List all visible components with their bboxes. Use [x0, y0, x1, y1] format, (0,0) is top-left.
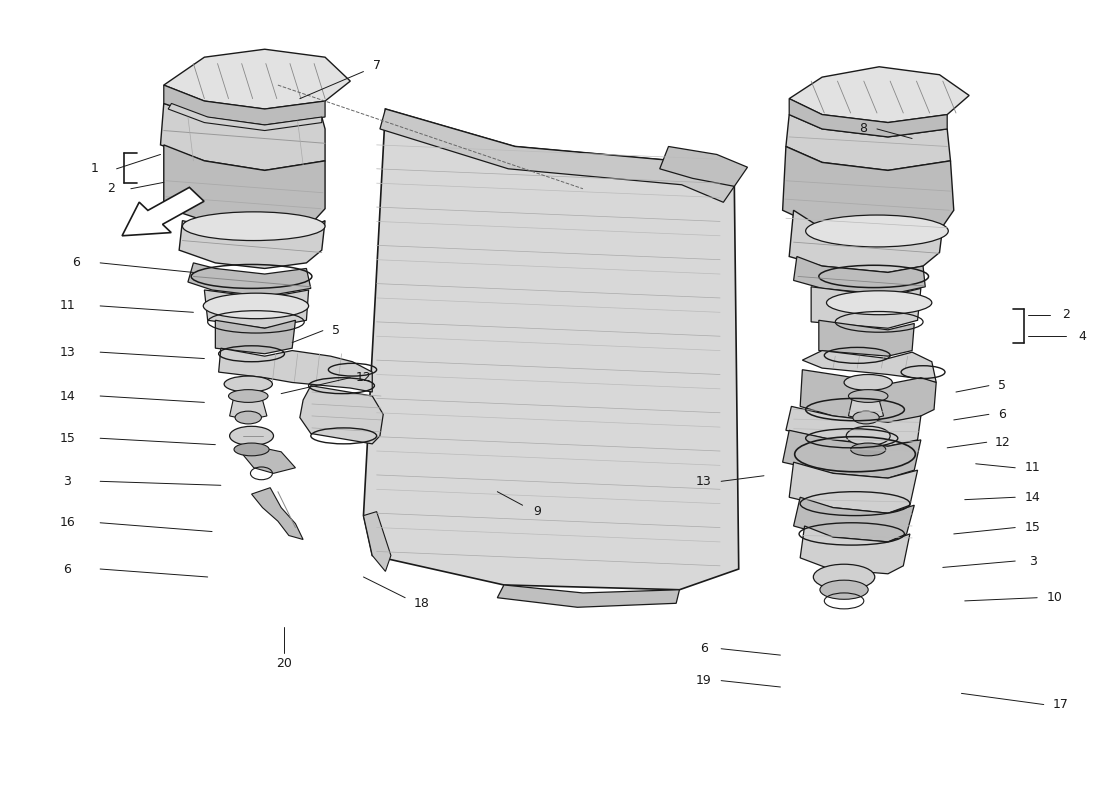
Text: 1: 1	[90, 162, 99, 175]
Polygon shape	[363, 109, 739, 590]
Polygon shape	[379, 109, 735, 202]
Text: 16: 16	[59, 516, 75, 530]
Polygon shape	[300, 386, 383, 444]
Text: 9: 9	[532, 505, 541, 518]
Polygon shape	[785, 114, 950, 170]
Ellipse shape	[204, 293, 309, 318]
Text: 18: 18	[414, 597, 430, 610]
Text: 12: 12	[355, 371, 372, 384]
Text: 7: 7	[373, 58, 381, 72]
Text: 6: 6	[998, 408, 1006, 421]
Polygon shape	[800, 526, 910, 574]
Polygon shape	[164, 50, 350, 109]
Text: 6: 6	[700, 642, 707, 655]
Polygon shape	[219, 348, 372, 392]
Polygon shape	[848, 396, 883, 420]
Ellipse shape	[846, 426, 890, 446]
Polygon shape	[205, 290, 309, 328]
Polygon shape	[660, 146, 748, 186]
Text: 11: 11	[1025, 462, 1041, 474]
Polygon shape	[800, 370, 936, 422]
Polygon shape	[789, 210, 943, 273]
Polygon shape	[179, 221, 326, 269]
Ellipse shape	[229, 390, 268, 402]
Ellipse shape	[813, 564, 874, 590]
Polygon shape	[230, 396, 267, 420]
Polygon shape	[216, 320, 296, 354]
Text: 15: 15	[59, 432, 75, 445]
Ellipse shape	[850, 443, 886, 456]
Text: 15: 15	[1025, 521, 1041, 534]
Polygon shape	[168, 103, 322, 130]
Polygon shape	[793, 257, 925, 294]
Ellipse shape	[820, 580, 868, 599]
Text: 13: 13	[695, 475, 712, 488]
Text: 14: 14	[59, 390, 75, 402]
Ellipse shape	[852, 411, 879, 424]
Ellipse shape	[235, 411, 262, 424]
Text: 19: 19	[695, 674, 712, 687]
Text: 11: 11	[59, 299, 75, 313]
Text: 4: 4	[1078, 330, 1086, 342]
Polygon shape	[188, 263, 311, 296]
Text: 10: 10	[1047, 591, 1063, 604]
Text: 17: 17	[1053, 698, 1068, 711]
Text: 8: 8	[859, 122, 867, 135]
Text: 2: 2	[107, 182, 116, 195]
Text: 2: 2	[1062, 308, 1069, 321]
Text: 5: 5	[332, 324, 340, 337]
Ellipse shape	[826, 290, 932, 314]
Polygon shape	[161, 103, 326, 170]
Text: 3: 3	[1028, 554, 1036, 567]
Polygon shape	[164, 145, 326, 229]
Text: 13: 13	[59, 346, 75, 358]
Polygon shape	[789, 462, 917, 514]
Polygon shape	[789, 98, 947, 137]
Polygon shape	[785, 406, 921, 446]
Polygon shape	[789, 66, 969, 122]
Text: 6: 6	[73, 256, 80, 270]
Polygon shape	[793, 498, 914, 542]
Polygon shape	[164, 85, 326, 125]
Text: 20: 20	[276, 657, 293, 670]
Ellipse shape	[848, 390, 888, 402]
Polygon shape	[252, 488, 304, 539]
Text: 12: 12	[994, 436, 1010, 449]
Polygon shape	[238, 448, 296, 474]
Ellipse shape	[183, 212, 326, 241]
Polygon shape	[802, 350, 936, 382]
Text: 14: 14	[1025, 490, 1041, 504]
Ellipse shape	[224, 376, 273, 392]
Text: 3: 3	[64, 475, 72, 488]
Text: 5: 5	[998, 379, 1006, 392]
Ellipse shape	[844, 374, 892, 390]
Polygon shape	[811, 286, 921, 328]
Ellipse shape	[234, 443, 270, 456]
Polygon shape	[818, 320, 914, 356]
Polygon shape	[782, 430, 921, 478]
Ellipse shape	[230, 426, 274, 446]
FancyArrow shape	[122, 187, 204, 236]
Polygon shape	[782, 146, 954, 237]
Text: 6: 6	[64, 562, 72, 575]
Polygon shape	[497, 585, 680, 607]
Polygon shape	[363, 512, 390, 571]
Ellipse shape	[805, 215, 948, 247]
